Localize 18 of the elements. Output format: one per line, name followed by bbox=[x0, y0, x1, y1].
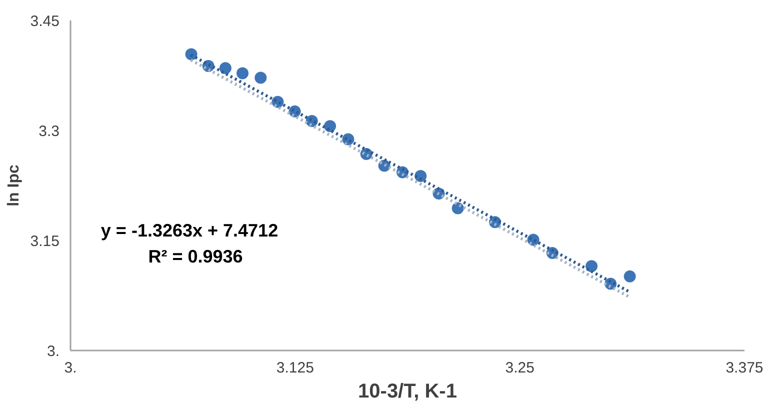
point bbox=[324, 120, 336, 132]
point bbox=[236, 67, 249, 80]
x-tick-label: 3.375 bbox=[726, 360, 764, 376]
y-axis-title: ln Ipc bbox=[5, 164, 22, 206]
y-tick-label: 3.15 bbox=[30, 233, 60, 250]
y-tick-label: 3.3 bbox=[38, 123, 60, 140]
point bbox=[219, 62, 232, 74]
point bbox=[586, 260, 598, 272]
x-tick-label: 3.125 bbox=[276, 360, 314, 376]
y-tick-label: 3. bbox=[46, 343, 60, 360]
x-tick-label: 3.25 bbox=[505, 360, 534, 376]
annotation: y = -1.3263x + 7.4712 bbox=[100, 220, 278, 240]
x-axis-title: 10-3/T, K-1 bbox=[358, 380, 457, 402]
x-tick-label: 3. bbox=[64, 360, 77, 376]
annotation: R² = 0.9936 bbox=[148, 246, 243, 266]
point bbox=[624, 270, 636, 282]
point bbox=[254, 72, 267, 84]
y-tick-label: 3.45 bbox=[30, 13, 60, 30]
